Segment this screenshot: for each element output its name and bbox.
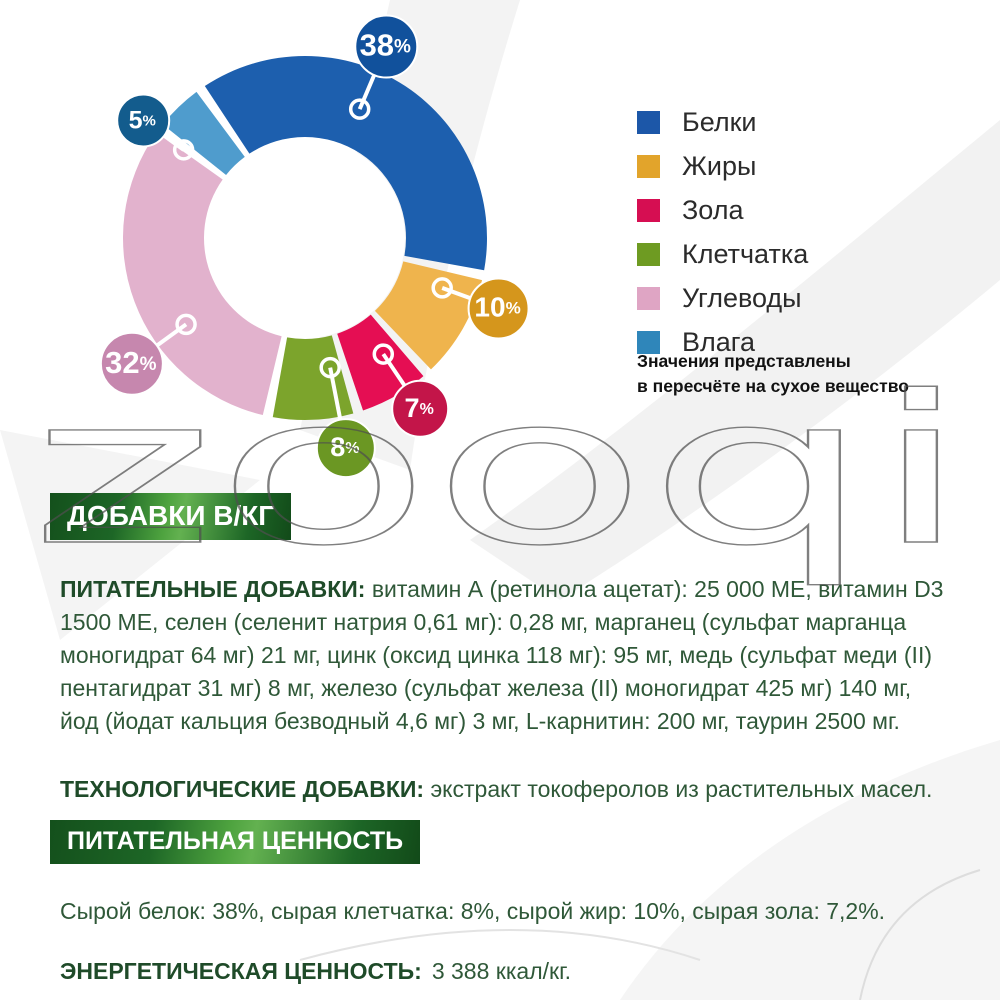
legend-item-fiber: Клетчатка (637, 232, 808, 276)
energy-paragraph: ЭНЕРГЕТИЧЕСКАЯ ЦЕННОСТЬ: 3 388 ккал/кг. (60, 955, 944, 988)
percent-label-Клетчатка: 8% (330, 432, 359, 462)
donut-slice-Клетчатка (272, 335, 354, 420)
percent-bubble-Белки (354, 14, 419, 79)
leader-dot-Белки (348, 98, 371, 120)
percent-bubble-Углеводы (99, 331, 164, 396)
legend-label: Жиры (682, 150, 757, 181)
percent-bubble-Влага (116, 93, 171, 148)
donut-hole (205, 138, 405, 338)
nutritional-additives-text: витамин А (ретинола ацетат): 25 000 МЕ, … (60, 576, 944, 734)
legend-swatch-ash (637, 198, 660, 222)
percent-label-Жиры: 10% (474, 292, 520, 323)
additives-header: ДОБАВКИ В/КГ (50, 493, 292, 540)
technological-additives-text: экстракт токоферолов из растительных мас… (430, 776, 933, 802)
legend-swatch-fiber (637, 242, 660, 266)
donut-slice-Жиры (374, 261, 483, 370)
leader-dot-Влага (172, 139, 195, 161)
nutritional-additives-lead: ПИТАТЕЛЬНЫЕ ДОБАВКИ: (60, 576, 366, 602)
energy-lead: ЭНЕРГЕТИЧЕСКАЯ ЦЕННОСТЬ: (60, 958, 422, 984)
legend-label: Влага (682, 326, 756, 357)
legend-swatch-fats (637, 154, 660, 178)
legend-swatch-carbs (637, 286, 660, 310)
legend-item-fats: Жиры (637, 144, 808, 188)
energy-text: 3 388 ккал/кг. (431, 958, 572, 984)
analysis-paragraph: Сырой белок: 38%, сырая клетчатка: 8%, с… (60, 898, 886, 924)
legend-label: Зола (682, 194, 744, 225)
leader-dot-Углеводы (175, 313, 197, 336)
chart-note: Значения представлены в пересчёте на сух… (637, 349, 909, 400)
percent-label-Белки: 38% (360, 28, 411, 63)
legend-item-carbs: Углеводы (637, 276, 808, 320)
legend-item-moisture: Влага (637, 320, 808, 364)
chart-note-line2: в пересчёте на сухое вещество (637, 376, 909, 397)
chart-note-line1: Значения представлены (637, 351, 851, 371)
legend-item-ash: Зола (637, 188, 808, 232)
legend-label: Белки (682, 106, 757, 137)
donut-slice-Белки (204, 55, 487, 271)
legend-swatch-moisture (637, 330, 660, 354)
percent-label-Зола: 7% (405, 393, 434, 423)
nutrition-header: ПИТАТЕЛЬНАЯ ЦЕННОСТЬ (50, 820, 421, 864)
donut-slice-Влага (162, 91, 245, 175)
legend-label: Углеводы (682, 282, 802, 313)
legend-item-proteins: Белки (637, 100, 808, 144)
technological-additives-paragraph: ТЕХНОЛОГИЧЕСКИЕ ДОБАВКИ: экстракт токофе… (60, 773, 944, 806)
technological-additives-lead: ТЕХНОЛОГИЧЕСКИЕ ДОБАВКИ: (60, 776, 425, 802)
leader-dot-Жиры (431, 277, 453, 299)
legend-swatch-proteins (637, 110, 660, 134)
legend-label: Клетчатка (682, 238, 809, 269)
percent-bubble-Зола (391, 379, 450, 438)
leader-dot-Зола (372, 343, 395, 365)
donut-slice-Углеводы (123, 132, 282, 416)
percent-label-Влага: 5% (129, 106, 156, 134)
nutritional-additives-paragraph: ПИТАТЕЛЬНЫЕ ДОБАВКИ: витамин А (ретинола… (60, 573, 944, 738)
donut-chart: 38% 10% 7% 8% 32% 5% (99, 14, 530, 479)
percent-bubble-Клетчатка (315, 418, 376, 479)
leader-dot-Клетчатка (319, 356, 341, 379)
percent-label-Углеводы: 32% (105, 345, 156, 380)
percent-bubble-Жиры (467, 277, 530, 340)
chart-legend: Белки Жиры Зола Клетчатка Углеводы Влага (637, 100, 808, 364)
